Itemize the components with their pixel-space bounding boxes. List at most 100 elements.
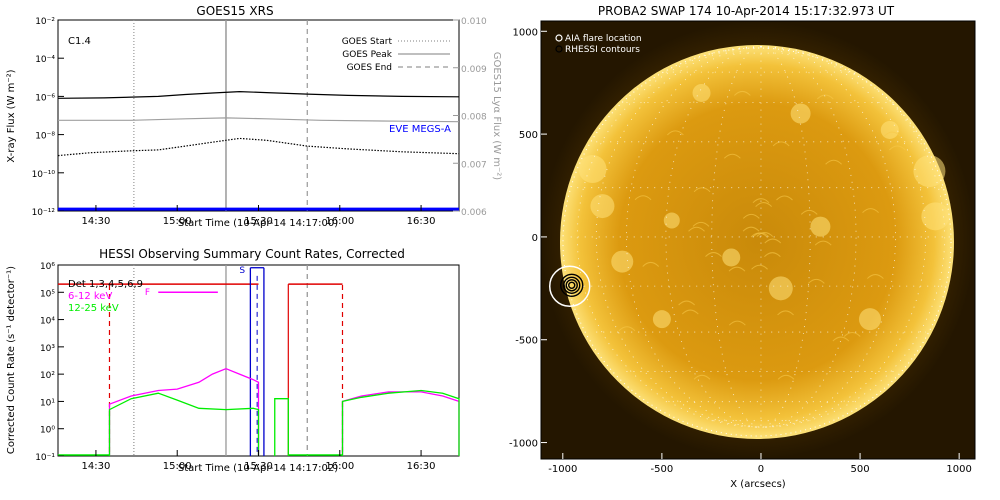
swap-frame — [540, 20, 976, 460]
coronal-loop — [751, 264, 768, 270]
coronal-loop — [883, 131, 901, 137]
hessi-series-1 — [108, 392, 260, 456]
coronal-loop — [750, 232, 768, 238]
goes-x-tick-label: 16:30 — [407, 216, 436, 227]
hessi-x-axis-label: Start Time (10-Apr-14 14:17:02) — [178, 463, 338, 474]
coronal-loop — [814, 240, 832, 246]
coronal-loop — [776, 195, 793, 201]
rhessi-contour-0 — [560, 273, 584, 297]
goes-y-tick-label: 10⁻⁶ — [35, 93, 55, 103]
active-region-12 — [692, 83, 711, 102]
goes-plot-frame — [57, 19, 460, 212]
goes-y-tick-label: 10⁻¹⁰ — [32, 170, 56, 180]
hessi-series — [58, 368, 460, 456]
active-region-9 — [858, 308, 881, 331]
coronal-loop — [618, 326, 636, 332]
coronal-loop — [889, 145, 906, 151]
goes-y-tick-label: 10⁻⁸ — [35, 132, 55, 142]
goes-y-tick-label-right: 0.006 — [461, 208, 487, 218]
active-region-0 — [578, 155, 607, 184]
hessi-y-tick-label: 10⁵ — [40, 289, 55, 299]
hessi-x-tick-label: 16:30 — [407, 461, 436, 472]
goes-y-tick-label-right: 0.010 — [461, 17, 487, 27]
active-region-13 — [880, 120, 899, 139]
swap-x-ticks: -1000 -500 0 500 1000 — [548, 453, 972, 475]
goes-event-lines — [133, 20, 308, 211]
hessi-y-tick-label: 10¹ — [40, 398, 55, 408]
coronal-loop — [688, 226, 705, 232]
swap-x-tick-label: 0 — [758, 464, 764, 475]
goes-y-tick-label: 10⁻⁴ — [35, 55, 55, 65]
coronal-loop — [800, 209, 818, 215]
rhessi-contour-1 — [563, 276, 581, 294]
hessi-legend-label: Det 1,3,4,5,6,9 — [68, 279, 143, 290]
goes-series-0 — [57, 90, 460, 99]
hessi-series-3 — [341, 389, 460, 456]
goes-y-tick-label-right: 0.007 — [461, 160, 487, 170]
aia-flare-location-circle — [548, 265, 591, 308]
goes-series-2 — [58, 117, 460, 123]
coronal-loop — [843, 332, 861, 337]
coronal-loop — [681, 309, 699, 315]
goes-x-tick-label: 14:30 — [82, 216, 111, 227]
goes-title: GOES15 XRS — [196, 4, 273, 18]
goes-legend-label: GOES Peak — [342, 50, 392, 60]
swap-x-tick-label: 1000 — [946, 464, 971, 475]
goes-panel: GOES15 XRS 10⁻² 10⁻⁴ 10⁻⁶ 10⁻⁸ 10⁻¹⁰ 10⁻¹² 0.… — [6, 4, 502, 229]
coronal-loop — [667, 130, 684, 136]
coronal-loop — [825, 159, 842, 165]
coronal-loop — [678, 300, 695, 306]
goes-x-axis-label: Start Time (10-Apr-14 14:17:00) — [178, 218, 338, 229]
hessi-y-tick-label: 10⁴ — [40, 317, 55, 327]
coronal-loop — [728, 266, 746, 272]
goes-flare-class: C1.4 — [68, 36, 91, 47]
goes-y-tick-label-right: 0.009 — [461, 65, 487, 75]
hessi-title: HESSI Observing Summary Count Rates, Cor… — [99, 247, 405, 261]
goes-y-tick-label: 10⁻¹² — [32, 208, 56, 218]
swap-y-tick-label: 500 — [519, 130, 538, 141]
hessi-x-tick-label: 15:30 — [244, 461, 273, 472]
swap-x-tick-label: 500 — [851, 464, 870, 475]
swap-y-ticks: 1000 500 0 -500 -1000 — [509, 27, 547, 450]
sun-texture — [578, 83, 950, 380]
goes-y-axis-label-right: GOES15 Lyα Flux (W m⁻²) — [491, 52, 502, 180]
active-region-7 — [810, 216, 831, 237]
goes-y-tick-label: 10⁻² — [35, 17, 55, 27]
swap-title: PROBA2 SWAP 174 10-Apr-2014 15:17:32.973… — [598, 4, 895, 18]
heliographic-grid — [570, 46, 952, 428]
hessi-flag-f-label: F — [145, 288, 150, 298]
goes-series-1 — [57, 137, 460, 157]
swap-x-tick-label: -500 — [651, 464, 674, 475]
goes-x-tick-label: 16:00 — [325, 216, 354, 227]
coronal-loop — [634, 195, 652, 201]
coronal-loop — [816, 94, 834, 100]
coronal-loop — [807, 278, 825, 284]
goes-y-ticks: 10⁻² 10⁻⁴ 10⁻⁶ 10⁻⁸ 10⁻¹⁰ 10⁻¹² — [32, 17, 64, 218]
goes-legend-label: GOES End — [347, 63, 392, 73]
active-region-4 — [611, 250, 634, 273]
coronal-loop — [728, 320, 746, 326]
swap-y-tick-label: 0 — [532, 233, 538, 244]
hessi-legend-label: 6-12 keV — [68, 291, 112, 302]
rhessi-contour-3 — [568, 281, 576, 289]
coronal-loop — [693, 374, 711, 380]
swap-x-tick-label: -1000 — [548, 464, 577, 475]
hessi-x-tick-label: 16:00 — [325, 461, 354, 472]
eve-megs-label: EVE MEGS-A — [389, 124, 451, 135]
active-region-8 — [663, 212, 680, 229]
active-region-1 — [590, 194, 615, 219]
coronal-loop — [756, 232, 774, 237]
coronal-loop — [642, 261, 660, 267]
goes-series — [57, 90, 460, 211]
swap-legend-label: AIA flare location — [565, 34, 642, 44]
coronal-loop — [705, 252, 722, 257]
hessi-series-0 — [108, 368, 260, 456]
hessi-series-2 — [341, 391, 460, 456]
goes-x-ticks: 14:30 15:00 15:30 16:00 16:30 — [82, 205, 436, 227]
goes-x-tick-label: 15:30 — [244, 216, 273, 227]
swap-x-axis-label: X (arcsecs) — [730, 479, 786, 490]
coronal-loop — [832, 336, 850, 342]
